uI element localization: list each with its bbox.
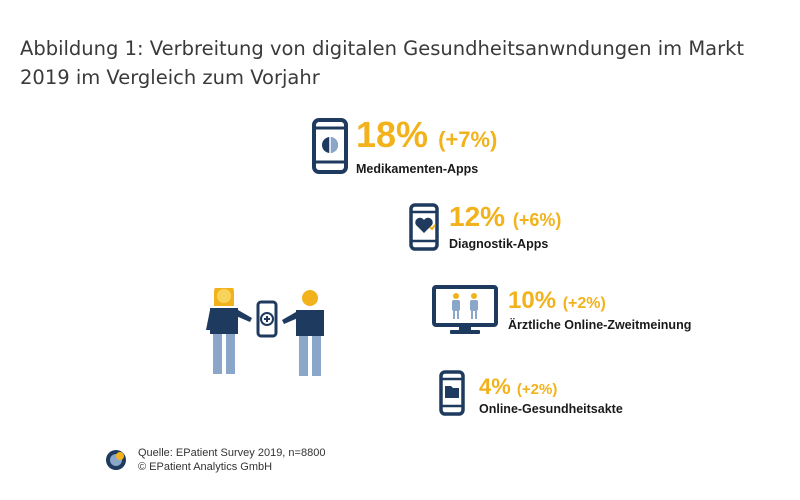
stat-change: (+2%) xyxy=(562,295,606,312)
epatient-logo-icon xyxy=(106,450,126,470)
people-illustration xyxy=(206,288,324,376)
source-note: Quelle: EPatient Survey 2019, n=8800 © E… xyxy=(138,446,325,474)
monitor-doctors-icon xyxy=(432,285,498,334)
copyright-line: © EPatient Analytics GmbH xyxy=(138,461,273,473)
phone-heart-icon xyxy=(409,203,439,251)
stat-label: Ärztliche Online-Zweitmeinung xyxy=(508,318,692,332)
stat-value: 12% xyxy=(449,201,506,232)
stat-label: Online-Gesundheitsakte xyxy=(479,402,623,416)
man-figure xyxy=(282,290,324,376)
stat-value: 10% xyxy=(508,287,557,314)
source-line: Quelle: EPatient Survey 2019, n=8800 xyxy=(138,447,326,459)
stat-label: Diagnostik-Apps xyxy=(449,237,549,251)
stat-label: Medikamenten-Apps xyxy=(356,162,479,176)
stat-change: (+7%) xyxy=(438,127,498,152)
woman-figure xyxy=(206,288,252,374)
phone-cross-icon xyxy=(256,300,278,338)
page-title: Abbildung 1: Verbreitung von digitalen G… xyxy=(20,37,745,89)
stat-value: 18% xyxy=(356,114,429,155)
stat-value: 4% xyxy=(479,374,511,399)
phone-folder-icon xyxy=(439,370,465,416)
phone-pill-icon xyxy=(312,118,348,174)
stat-change: (+2%) xyxy=(516,381,558,398)
stat-change: (+6%) xyxy=(512,210,562,230)
